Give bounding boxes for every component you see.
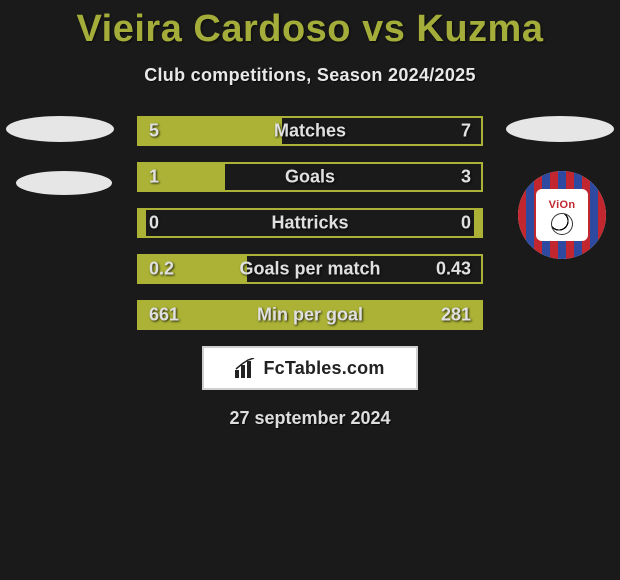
- avatar-placeholder: [506, 116, 614, 142]
- bar-value-left: 5: [149, 121, 159, 142]
- club-badge-placeholder: [16, 171, 112, 195]
- avatar-placeholder: [6, 116, 114, 142]
- stat-bar-row: 0 0 Hattricks: [137, 208, 483, 238]
- stat-bar-row: 661 281 Min per goal: [137, 300, 483, 330]
- bar-value-right: 0: [461, 213, 471, 234]
- bar-fill-left: [139, 118, 282, 144]
- soccer-ball-icon: [551, 213, 573, 235]
- bar-label: Min per goal: [257, 305, 363, 326]
- bar-value-left: 661: [149, 305, 179, 326]
- bar-value-right: 0.43: [436, 259, 471, 280]
- page-title: Vieira Cardoso vs Kuzma: [0, 0, 620, 51]
- watermark-box: FcTables.com: [202, 346, 418, 390]
- bar-label: Goals: [285, 167, 335, 188]
- stat-bar-row: 0.2 0.43 Goals per match: [137, 254, 483, 284]
- stat-bar-row: 5 7 Matches: [137, 116, 483, 146]
- club-logo-text: ViOn: [549, 199, 576, 211]
- bar-value-left: 0: [149, 213, 159, 234]
- bar-fill-right: [474, 210, 481, 236]
- stats-container: ViOn 5 7 Matches 1 3 Goals 0 0 Hattricks 0.2 0.43 G…: [0, 116, 620, 330]
- bar-value-left: 1: [149, 167, 159, 188]
- bar-value-right: 281: [441, 305, 471, 326]
- bar-label: Goals per match: [239, 259, 380, 280]
- bar-value-left: 0.2: [149, 259, 174, 280]
- stat-bar-row: 1 3 Goals: [137, 162, 483, 192]
- page-subtitle: Club competitions, Season 2024/2025: [0, 65, 620, 86]
- bar-fill-left: [139, 210, 146, 236]
- bar-label: Matches: [274, 121, 346, 142]
- stat-bars: 5 7 Matches 1 3 Goals 0 0 Hattricks 0.2 0.43 Goals …: [137, 116, 483, 330]
- bar-value-right: 7: [461, 121, 471, 142]
- date-line: 27 september 2024: [0, 408, 620, 429]
- bar-value-right: 3: [461, 167, 471, 188]
- bar-chart-icon: [235, 358, 257, 378]
- club-logo-vion: ViOn: [518, 171, 606, 259]
- watermark-text: FcTables.com: [263, 358, 384, 379]
- bar-label: Hattricks: [271, 213, 348, 234]
